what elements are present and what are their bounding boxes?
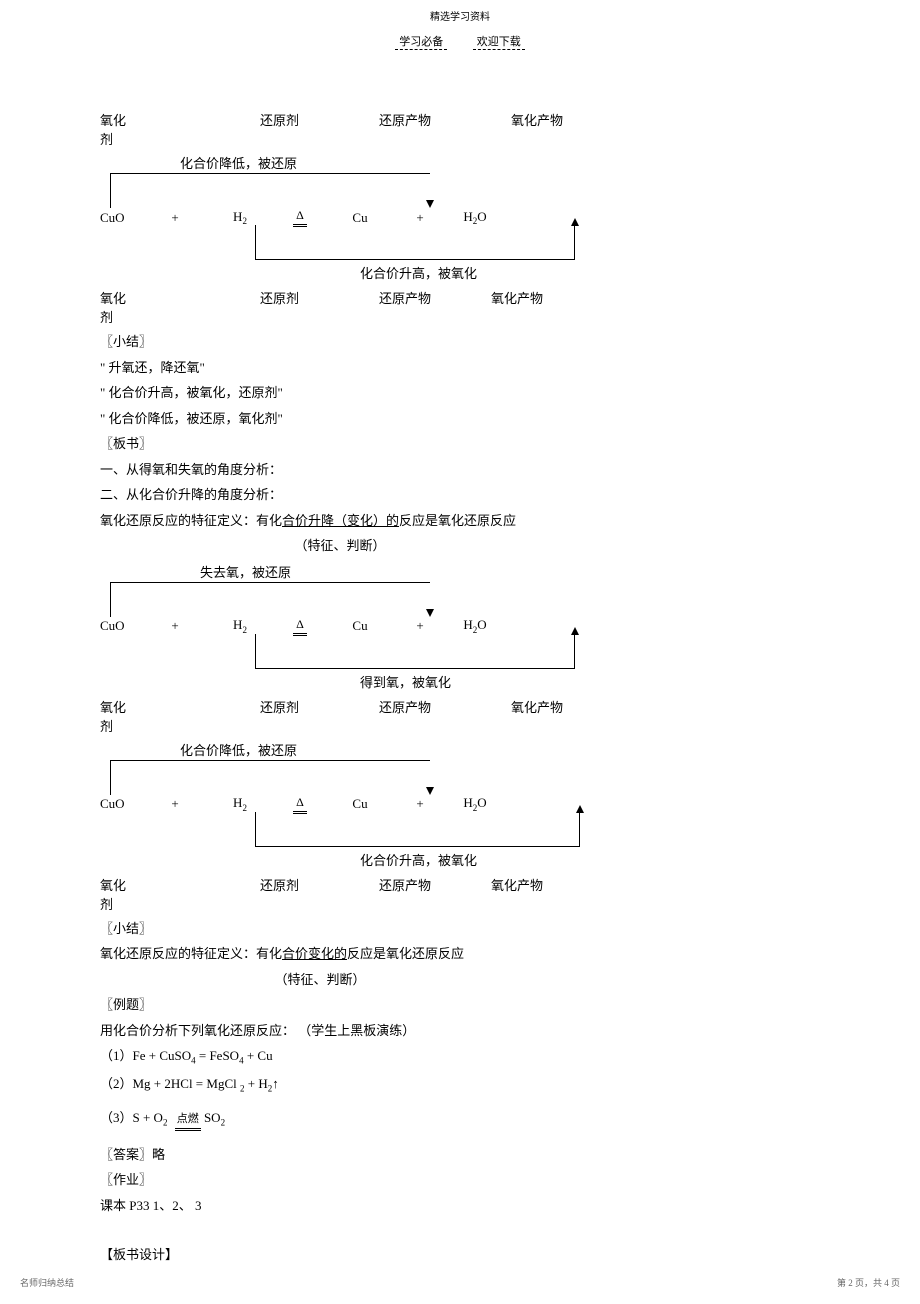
footer-left: 名师归纳总结	[20, 1276, 74, 1289]
board-line1: 一、从得氧和失氧的角度分析：	[100, 460, 820, 480]
oxidizer-label: 氧化剂	[100, 288, 130, 326]
eq-plus: +	[140, 210, 210, 226]
header-right: 欢迎下载	[473, 33, 525, 50]
reduce-product-label: 还原产物	[379, 288, 431, 326]
bottom-bracket-label-2: 得到氧，被氧化	[360, 672, 451, 691]
content-area: 氧化剂 还原剂 还原产物 氧化产物 化合价降低，被还原 CuO + H2 Δ C…	[0, 50, 920, 1291]
eq-cu: Cu	[330, 210, 390, 226]
summary2-line1: 氧化还原反应的特征定义：有化合价变化的反应是氧化还原反应	[100, 944, 820, 964]
header-left: 学习必备	[395, 33, 447, 50]
role-row-4: 氧化剂 还原剂 还原产物 氧化产物	[100, 875, 820, 913]
summary-line1: " 升氧还，降还氧"	[100, 358, 820, 378]
role-row-1: 氧化剂 还原剂 还原产物 氧化产物	[100, 110, 820, 148]
board-line3: 氧化还原反应的特征定义：有化合价升降（变化）的反应是氧化还原反应	[100, 511, 820, 531]
board-design-title: 【板书设计】	[100, 1245, 820, 1265]
diagram-3: 化合价降低，被还原 CuO + H2 Δ Cu + H2O 化合价升高，被氧化	[100, 740, 820, 870]
summary2-title: 〖小结〗	[100, 919, 820, 939]
bottom-bracket-label-3: 化合价升高，被氧化	[360, 850, 477, 869]
example-q1: （1）Fe + CuSO4 = FeSO4 + Cu	[100, 1046, 820, 1068]
reduce-product-label: 还原产物	[379, 110, 431, 148]
reducer-label: 还原剂	[260, 110, 299, 148]
example-q2: （2）Mg + 2HCl = MgCl 2 + H2↑	[100, 1074, 820, 1096]
summary-title: 〖小结〗	[100, 332, 820, 352]
eq-plus2: +	[390, 210, 450, 226]
role-row-3: 氧化剂 还原剂 还原产物 氧化产物	[100, 697, 820, 735]
oxidize-product-label: 氧化产物	[491, 288, 543, 326]
diagram-2: 失去氧，被还原 CuO + H2 Δ Cu + H2O 得到氧，被氧化	[100, 562, 820, 692]
example-title: 〖例题〗	[100, 995, 820, 1015]
board-line2: 二、从化合价升降的角度分析：	[100, 485, 820, 505]
reducer-label: 还原剂	[260, 288, 299, 326]
homework-content: 课本 P33 1、2、 3	[100, 1196, 820, 1216]
oxidizer-label: 氧化剂	[100, 110, 130, 148]
diagram-1: 化合价降低，被还原 CuO + H2 Δ Cu + H2O 化合价升高，被氧化	[100, 153, 820, 283]
example-q3: （3）S + O2 点燃 SO2	[100, 1108, 820, 1131]
bottom-bracket-label: 化合价升高，被氧化	[360, 263, 477, 282]
header-top: 精选学习资料	[0, 0, 920, 23]
top-bracket-label-2: 失去氧，被还原	[200, 562, 291, 581]
example-intro: 用化合价分析下列氧化还原反应： （学生上黑板演练）	[100, 1021, 820, 1041]
answer-title: 〖答案〗略	[100, 1145, 820, 1165]
eq-cuo: CuO	[100, 210, 140, 226]
top-bracket-label: 化合价降低，被还原	[180, 153, 297, 172]
oxidize-product-label: 氧化产物	[511, 110, 563, 148]
homework-title: 〖作业〗	[100, 1170, 820, 1190]
board-line4: （特征、判断）	[200, 536, 480, 556]
eq-h2o: H2O	[450, 209, 500, 227]
summary-line3: " 化合价降低，被还原，氧化剂"	[100, 409, 820, 429]
summary-line2: " 化合价升高，被氧化，还原剂"	[100, 383, 820, 403]
summary2-line2: （特征、判断）	[180, 970, 460, 990]
role-row-2: 氧化剂 还原剂 还原产物 氧化产物	[100, 288, 820, 326]
eq-h2: H2	[210, 209, 270, 227]
board-title: 〖板书〗	[100, 434, 820, 454]
header-sub: 学习必备 欢迎下载	[0, 33, 920, 50]
top-bracket-label-3: 化合价降低，被还原	[180, 740, 297, 759]
footer-right: 第 2 页，共 4 页	[837, 1276, 900, 1289]
